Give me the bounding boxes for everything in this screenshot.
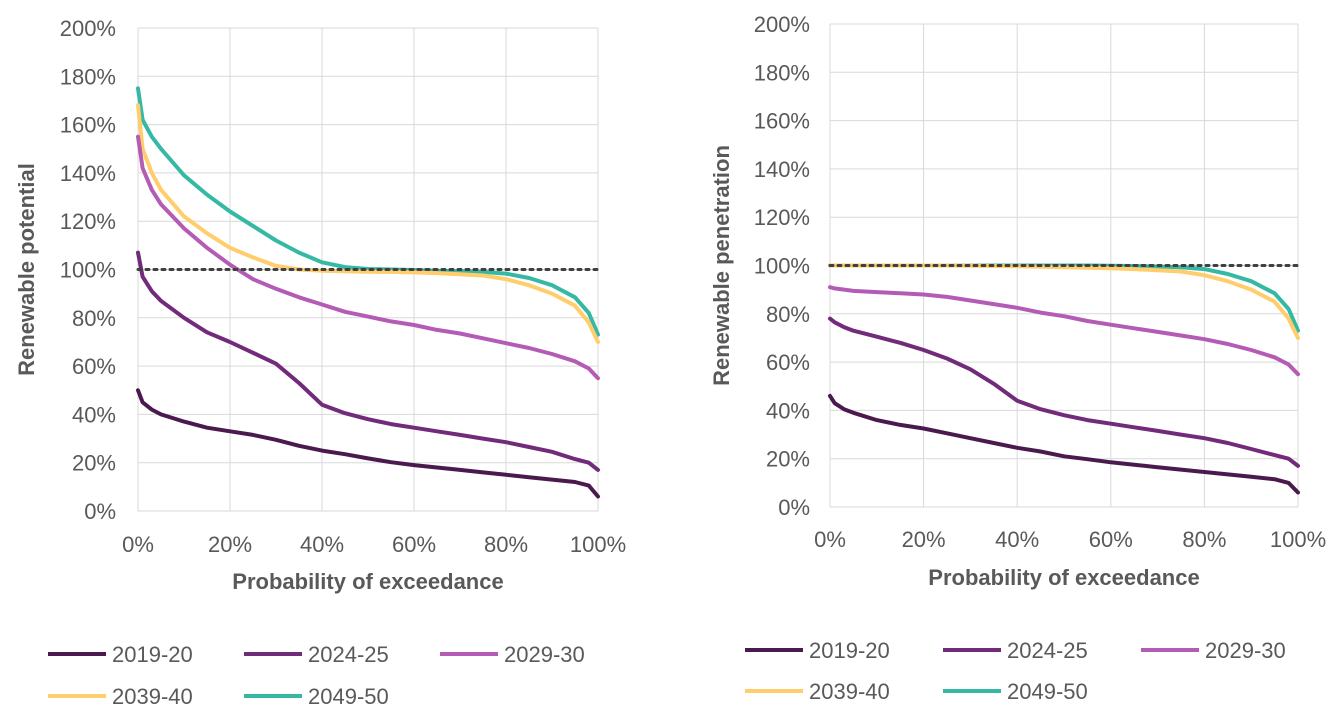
chart2-series-line-2024-25 [828, 316, 1300, 468]
chart2-series-line-2039-40 [828, 263, 1300, 340]
chart1-series-line-2029-30 [136, 134, 600, 381]
chart1-series-line-2019-20 [136, 388, 600, 499]
chart1-x-tick-label: 100% [570, 532, 626, 557]
chart2-x-tick-label: 60% [1089, 527, 1133, 552]
chart2-legend-label: 2049-50 [1007, 679, 1088, 704]
chart2-legend-label: 2019-20 [809, 638, 890, 663]
chart2-x-axis-title: Probability of exceedance [928, 565, 1199, 590]
chart2-y-tick-label: 0% [778, 495, 810, 520]
chart1-x-tick-label: 60% [392, 532, 436, 557]
chart1-legend-label: 2029-30 [504, 642, 585, 667]
chart2-series-line-2049-50 [828, 263, 1300, 333]
chart1-y-tick-label: 180% [60, 64, 116, 89]
chart1-y-tick-label: 100% [60, 258, 116, 283]
chart1-series-line-2039-40 [136, 103, 600, 344]
chart1-y-tick-label: 80% [72, 306, 116, 331]
chart2-x-tick-label: 0% [814, 527, 846, 552]
chart1-series-line-2024-25 [136, 250, 600, 472]
chart2-x-tick-label: 80% [1182, 527, 1226, 552]
chart2-legend-label: 2039-40 [809, 679, 890, 704]
chart2-y-tick-label: 180% [754, 60, 810, 85]
chart2-y-tick-label: 40% [766, 398, 810, 423]
chart2-legend-label: 2024-25 [1007, 638, 1088, 663]
chart1-x-tick-label: 80% [484, 532, 528, 557]
chart1-group: 0% 20% 40% 60% 80% 100% 120% 140% 160% 180% 200% 0%… [14, 16, 626, 709]
chart1-x-tick-label: 40% [300, 532, 344, 557]
chart2-x-tick-label: 100% [1270, 527, 1326, 552]
chart2-group: 0% 20% 40% 60% 80% 100% 120% 140% 160% 180% 200% 0%… [709, 12, 1326, 704]
chart2-y-tick-label: 200% [754, 12, 810, 37]
chart2-y-tick-label: 120% [754, 205, 810, 230]
chart1-y-tick-label: 0% [84, 499, 116, 524]
chart1-y-tick-label: 200% [60, 16, 116, 41]
chart1-legend-label: 2024-25 [308, 642, 389, 667]
chart2-y-tick-label: 80% [766, 302, 810, 327]
chart1-x-axis-title: Probability of exceedance [232, 569, 503, 594]
chart1-legend-label: 2049-50 [308, 684, 389, 709]
chart1-y-tick-label: 60% [72, 354, 116, 379]
chart2-y-tick-label: 60% [766, 350, 810, 375]
chart1-legend-label: 2019-20 [112, 642, 193, 667]
chart1-x-tick-label: 0% [122, 532, 154, 557]
chart2-x-tick-label: 20% [902, 527, 946, 552]
chart1-y-tick-label: 20% [72, 451, 116, 476]
chart2-y-tick-label: 100% [754, 254, 810, 279]
chart2-y-axis-title: Renewable penetration [709, 145, 734, 386]
chart2-y-tick-label: 140% [754, 157, 810, 182]
chart1-y-tick-label: 120% [60, 209, 116, 234]
chart1-x-tick-label: 20% [208, 532, 252, 557]
chart1-y-tick-label: 40% [72, 402, 116, 427]
chart2-x-tick-label: 40% [995, 527, 1039, 552]
chart1-legend-label: 2039-40 [112, 684, 193, 709]
chart2-legend-label: 2029-30 [1205, 638, 1286, 663]
chart2-y-tick-label: 20% [766, 447, 810, 472]
chart1-y-axis-title: Renewable potential [14, 163, 39, 376]
chart1-y-tick-label: 160% [60, 113, 116, 138]
chart1-series-line-2049-50 [136, 86, 600, 337]
chart2-y-tick-label: 160% [754, 109, 810, 134]
chart1-y-tick-label: 140% [60, 161, 116, 186]
chart2-series-line-2029-30 [828, 285, 1300, 377]
chart2-series-line-2019-20 [828, 393, 1300, 495]
